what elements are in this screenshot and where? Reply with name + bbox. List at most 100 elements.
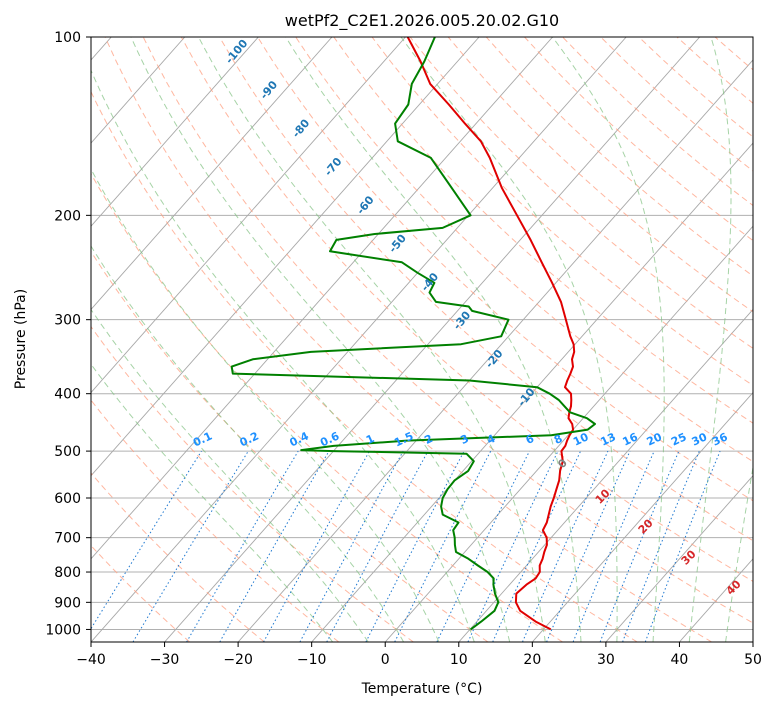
mixing-ratio-line <box>492 450 582 642</box>
mixing-ratio-line <box>326 450 429 642</box>
dry-adiabat-line <box>295 37 753 463</box>
dry-adiabat-line <box>91 90 638 642</box>
y-tick-label: 700 <box>54 531 81 547</box>
y-tick-label: 500 <box>54 444 81 460</box>
mixing-ratio-label: 13 <box>599 430 618 448</box>
x-tick-label: −30 <box>150 652 180 668</box>
mixing-ratio-line <box>186 450 299 642</box>
mixing-ratio-line <box>572 450 655 642</box>
mixing-ratio-line <box>622 450 700 642</box>
isotherm-line <box>311 142 753 642</box>
x-tick-label: 50 <box>744 652 762 668</box>
moist-adiabat-line <box>91 308 369 642</box>
y-tick-label: 100 <box>54 30 81 46</box>
x-tick-label: −20 <box>223 652 253 668</box>
x-tick-label: 40 <box>671 652 689 668</box>
x-tick-label: −40 <box>76 652 106 668</box>
moist-adiabat-line <box>688 37 732 642</box>
x-axis-label: Temperature (°C) <box>361 681 483 697</box>
mixing-ratio-label: 3 <box>458 432 470 447</box>
dry-adiabat-line <box>91 399 340 642</box>
x-tick-label: −10 <box>297 652 327 668</box>
moist-adiabat-line <box>91 69 475 642</box>
dry-adiabat-label: -20 <box>483 347 506 371</box>
mixing-ratio-label: 36 <box>710 430 730 448</box>
moist-adiabat-line <box>400 37 618 642</box>
isotherm-line <box>91 37 553 560</box>
dry-adiabat-line <box>714 37 753 71</box>
profiles <box>230 37 596 631</box>
dry-adiabat-line <box>562 37 753 207</box>
x-tick-label: 10 <box>450 652 468 668</box>
moist-adiabat-label: 40 <box>724 577 744 597</box>
mixing-ratio-line <box>299 450 404 642</box>
dry-adiabat-line <box>447 37 753 313</box>
mixing-ratio-line <box>546 450 631 642</box>
mixing-ratio-line <box>467 450 559 642</box>
y-axis-label: Pressure (hPa) <box>13 289 29 389</box>
mixing-ratio-line <box>91 450 202 630</box>
y-tick-label: 600 <box>54 491 81 507</box>
mixing-ratio-label: 0.4 <box>288 429 311 449</box>
moist-adiabat-label: 30 <box>679 547 699 567</box>
mixing-ratio-label: 1 <box>364 432 376 447</box>
mixing-ratio-line <box>436 450 530 642</box>
dry-adiabat-label: -80 <box>290 116 313 140</box>
x-axis: −40 −30 −20 −10 0 10 20 30 40 50 <box>76 642 762 668</box>
dry-adiabat-label: -10 <box>515 385 538 409</box>
mixing-ratio-label: 30 <box>690 430 710 448</box>
dry-adiabat-line <box>91 472 265 642</box>
moist-adiabat-line <box>91 245 405 642</box>
mixing-ratio-label: 6 <box>524 432 537 447</box>
isotherm-line <box>91 37 480 477</box>
isotherm-line <box>384 225 753 642</box>
isotherm-line <box>458 308 753 642</box>
moist-adiabat-line <box>130 37 511 642</box>
isotherm-line <box>91 37 333 311</box>
mixing-ratio-line <box>132 450 249 642</box>
isotherm-line <box>164 37 701 642</box>
isotherm-line <box>679 558 753 642</box>
moist-adiabat-line <box>198 37 546 642</box>
moist-adiabat-line <box>552 37 665 642</box>
dry-adiabat-line <box>91 325 414 642</box>
isotherm-line <box>91 37 406 394</box>
dry-adiabat-line <box>485 37 753 277</box>
temperature-line <box>406 37 576 631</box>
dry-adiabat-label: -40 <box>418 270 441 294</box>
y-tick-label: 800 <box>54 565 81 581</box>
isotherm-line <box>91 37 627 642</box>
dry-adiabat-label: -90 <box>257 78 280 102</box>
dry-adiabat-line <box>142 37 753 624</box>
y-tick-label: 900 <box>54 595 81 611</box>
dry-adiabat-line <box>257 37 753 502</box>
moist-adiabat-line <box>91 363 334 642</box>
moist-adiabat-line <box>91 168 440 642</box>
dry-adiabat-label: -70 <box>322 155 345 179</box>
dry-adiabat-line <box>91 544 190 642</box>
isotherm-line <box>752 641 753 642</box>
moist-adiabat-line <box>725 464 753 642</box>
mixing-ratio-line <box>599 450 680 642</box>
dry-adiabat-label: -50 <box>386 232 409 256</box>
background-lines <box>91 37 753 642</box>
mixing-ratio-line <box>644 450 721 642</box>
isotherm-line <box>531 391 753 642</box>
isotherm-line <box>91 37 186 144</box>
moist-adiabat-line <box>285 37 582 642</box>
dry-adiabat-line <box>91 172 563 642</box>
line-labels: -100-90-80-70-60-50-40-30-20-100.1 0.2 0.4… <box>191 37 744 598</box>
mixing-ratio-label: 0.2 <box>238 429 261 449</box>
mixing-ratio-line <box>263 450 370 642</box>
dry-adiabat-label: -60 <box>354 193 377 217</box>
mixing-ratio-label: 10 <box>571 430 591 448</box>
dry-adiabat-label: -30 <box>451 308 474 332</box>
isotherm-line <box>605 475 753 642</box>
isotherm-line <box>91 37 259 227</box>
y-tick-label: 200 <box>54 208 81 224</box>
dry-adiabat-line <box>91 250 489 642</box>
dry-adiabat-line <box>524 37 753 242</box>
isotherm-line <box>237 59 753 642</box>
dry-adiabat-line <box>371 37 753 387</box>
